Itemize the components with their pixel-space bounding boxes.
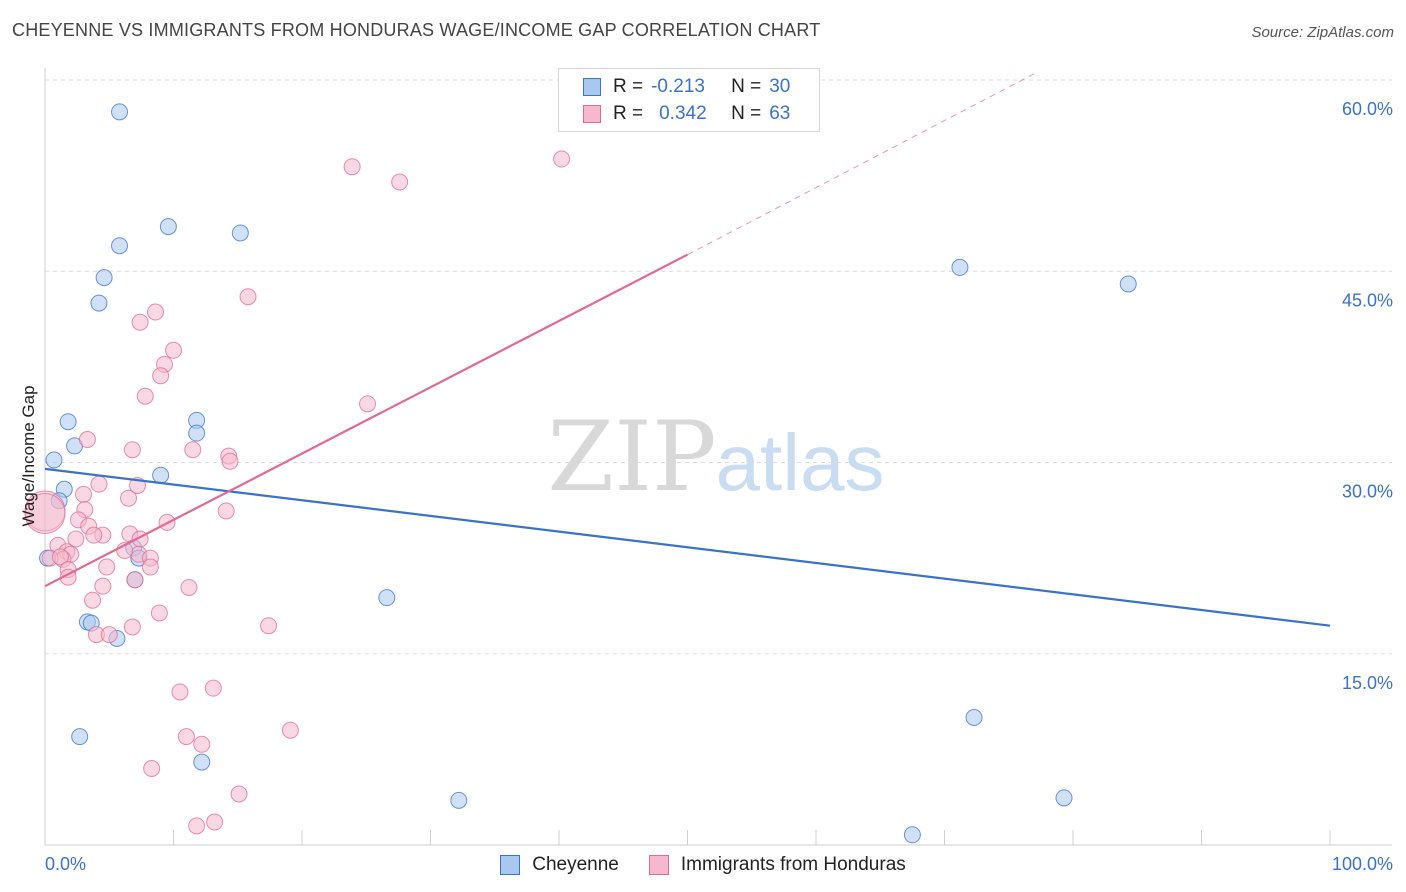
data-point <box>147 303 165 321</box>
x-tick-label: 100.0% <box>1332 854 1393 874</box>
data-point <box>126 571 144 589</box>
data-point <box>378 589 396 607</box>
data-point <box>123 618 141 636</box>
data-point <box>85 526 103 544</box>
series-legend: Cheyenne Immigrants from Honduras <box>0 852 1406 878</box>
y-axis-label: Wage/Income Gap <box>19 385 38 526</box>
data-point <box>45 451 63 469</box>
data-point <box>94 577 112 595</box>
legend-n-value: 30 <box>769 76 791 97</box>
data-point <box>141 558 159 576</box>
data-point <box>84 591 102 609</box>
legend-label-honduras: Immigrants from Honduras <box>680 854 906 875</box>
legend-swatch-honduras <box>648 855 669 875</box>
data-point <box>136 387 154 405</box>
data-point <box>1055 789 1073 807</box>
data-point <box>204 679 222 697</box>
data-point <box>903 826 921 844</box>
source-credit: Source: ZipAtlas.com <box>1251 24 1394 41</box>
data-point <box>165 341 182 359</box>
legend-r-label: R = <box>613 103 644 124</box>
data-point <box>359 395 377 413</box>
legend-swatch-cheyenne <box>500 855 521 875</box>
watermark-atlas: atlas <box>716 418 885 507</box>
data-point <box>188 817 206 835</box>
data-point <box>177 728 195 746</box>
legend-item-honduras[interactable]: Immigrants from Honduras <box>648 854 906 876</box>
legend-row-cheyenne: R = -0.213 N = 30 <box>583 75 790 99</box>
data-point <box>951 258 969 276</box>
data-point <box>260 617 278 635</box>
watermark-zip: ZIP <box>547 401 716 513</box>
chart-title: CHEYENNE VS IMMIGRANTS FROM HONDURAS WAG… <box>12 20 821 40</box>
data-point <box>171 683 189 701</box>
trend-line <box>44 467 1331 627</box>
data-point <box>59 413 77 431</box>
data-points <box>24 103 1137 844</box>
y-tick-label: 30.0% <box>1342 482 1393 502</box>
data-point <box>152 466 170 484</box>
data-point <box>188 424 206 442</box>
data-point <box>123 441 141 459</box>
data-point <box>281 721 299 739</box>
data-point <box>152 367 170 385</box>
data-point <box>90 475 108 493</box>
y-tick-label: 60.0% <box>1342 99 1393 119</box>
data-point <box>343 158 361 176</box>
data-point <box>221 452 239 470</box>
legend-item-cheyenne[interactable]: Cheyenne <box>500 854 619 876</box>
data-point <box>450 791 468 809</box>
data-point <box>143 760 161 777</box>
data-point <box>553 150 571 168</box>
legend-label-cheyenne: Cheyenne <box>532 854 619 875</box>
data-point <box>51 548 69 566</box>
data-point <box>67 530 85 548</box>
data-point <box>90 294 108 312</box>
data-point <box>150 604 168 622</box>
legend-r-label: R = <box>613 76 644 97</box>
data-point <box>111 237 129 255</box>
data-point <box>111 103 129 121</box>
data-point <box>391 173 409 191</box>
data-point <box>71 728 89 746</box>
correlation-legend: R = -0.213 N = 30 R = 0.342 N = 63 <box>558 68 820 132</box>
data-point <box>231 224 249 242</box>
legend-n-label: N = <box>731 76 762 97</box>
x-tick-label: 0.0% <box>45 854 86 874</box>
legend-r-value: 0.342 <box>659 103 707 124</box>
y-tick-label: 15.0% <box>1342 673 1393 693</box>
data-point <box>230 785 248 803</box>
data-point <box>131 313 149 331</box>
data-point <box>1119 275 1137 293</box>
trend-line <box>44 253 689 588</box>
data-point <box>100 626 118 644</box>
data-point <box>239 288 257 306</box>
legend-row-honduras: R = 0.342 N = 63 <box>583 102 790 126</box>
data-point <box>180 578 198 596</box>
data-point <box>184 441 202 459</box>
legend-swatch-cheyenne <box>583 78 601 96</box>
data-point <box>965 709 983 726</box>
data-point <box>193 753 211 771</box>
legend-swatch-honduras <box>583 105 601 123</box>
data-point <box>24 493 66 534</box>
axes <box>44 68 1392 846</box>
data-point <box>78 431 96 449</box>
legend-r-value: -0.213 <box>651 76 705 97</box>
data-point <box>206 813 224 831</box>
data-point <box>98 558 116 576</box>
data-point <box>159 218 177 236</box>
data-point <box>75 485 93 503</box>
data-point <box>217 502 235 520</box>
tick-labels: 15.0% 30.0% 45.0% 60.0% 0.0% 100.0% <box>45 99 1393 874</box>
data-point <box>193 735 211 753</box>
gridlines <box>45 79 1392 655</box>
legend-n-label: N = <box>731 103 762 124</box>
data-point <box>95 269 113 287</box>
legend-n-value: 63 <box>769 103 791 124</box>
y-tick-label: 45.0% <box>1342 290 1393 310</box>
data-point <box>120 489 138 507</box>
trend-lines <box>44 73 1331 627</box>
